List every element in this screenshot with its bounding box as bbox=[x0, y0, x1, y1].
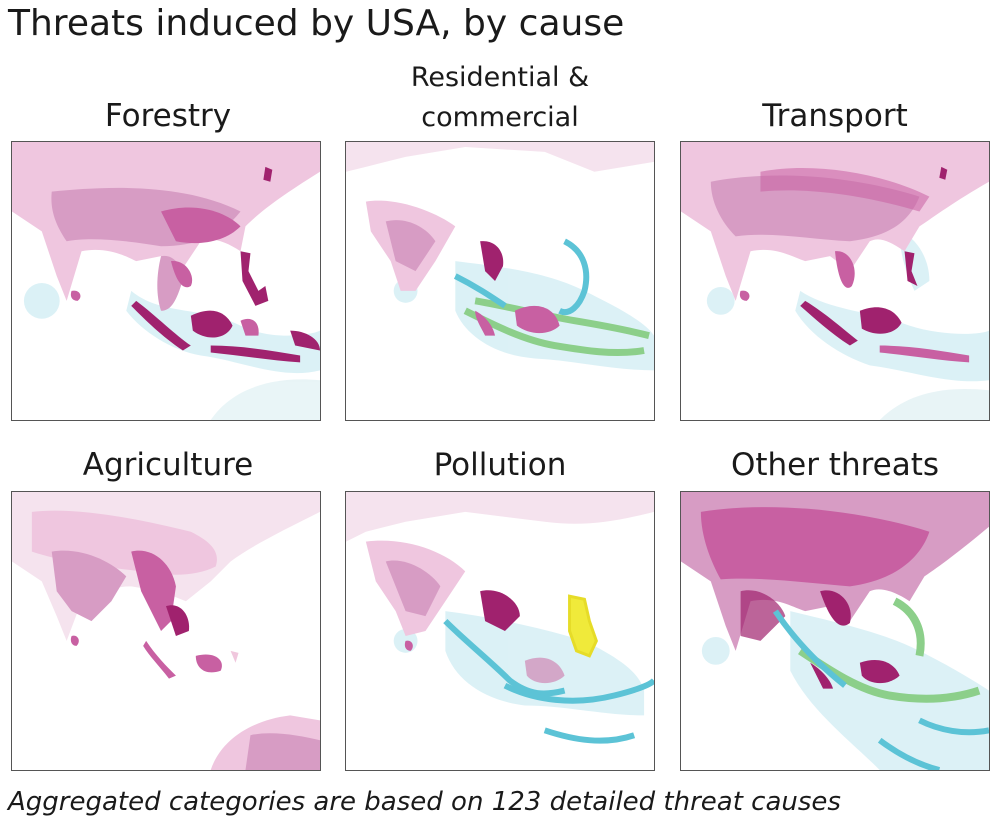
cyan-outlines bbox=[453, 238, 590, 315]
land-asia bbox=[12, 492, 320, 646]
land-islands bbox=[475, 305, 560, 336]
land-australia bbox=[210, 715, 320, 770]
panel-title-forestry: Forestry bbox=[104, 98, 232, 134]
map-agriculture bbox=[11, 491, 321, 771]
land-islands bbox=[800, 300, 970, 363]
land-asia bbox=[681, 492, 989, 651]
panel-title-agriculture: Agriculture bbox=[82, 447, 254, 483]
land-islands bbox=[524, 657, 565, 684]
land-asia bbox=[346, 142, 654, 291]
footnote: Aggregated categories are based on 123 d… bbox=[8, 787, 841, 817]
land-asia bbox=[346, 492, 654, 651]
land-islands bbox=[810, 660, 900, 689]
land-asia bbox=[12, 142, 320, 311]
panel-title-other-threats: Other threats bbox=[730, 447, 940, 483]
land-islands bbox=[143, 640, 239, 679]
map-other-threats bbox=[680, 491, 990, 771]
map-transport bbox=[680, 141, 990, 421]
map-forestry bbox=[11, 141, 321, 421]
land-islands bbox=[131, 251, 320, 363]
map-pollution bbox=[345, 491, 655, 771]
cyan-outlines bbox=[443, 618, 654, 744]
chart-title: Threats induced by USA, by cause bbox=[8, 3, 625, 44]
panel-title-pollution: Pollution bbox=[433, 447, 567, 483]
yellow-outlines bbox=[568, 594, 598, 658]
map-residential-commercial bbox=[345, 141, 655, 421]
land-asia bbox=[681, 142, 989, 301]
panel-title-transport: Transport bbox=[762, 98, 908, 134]
cyan-outlines bbox=[772, 609, 989, 770]
